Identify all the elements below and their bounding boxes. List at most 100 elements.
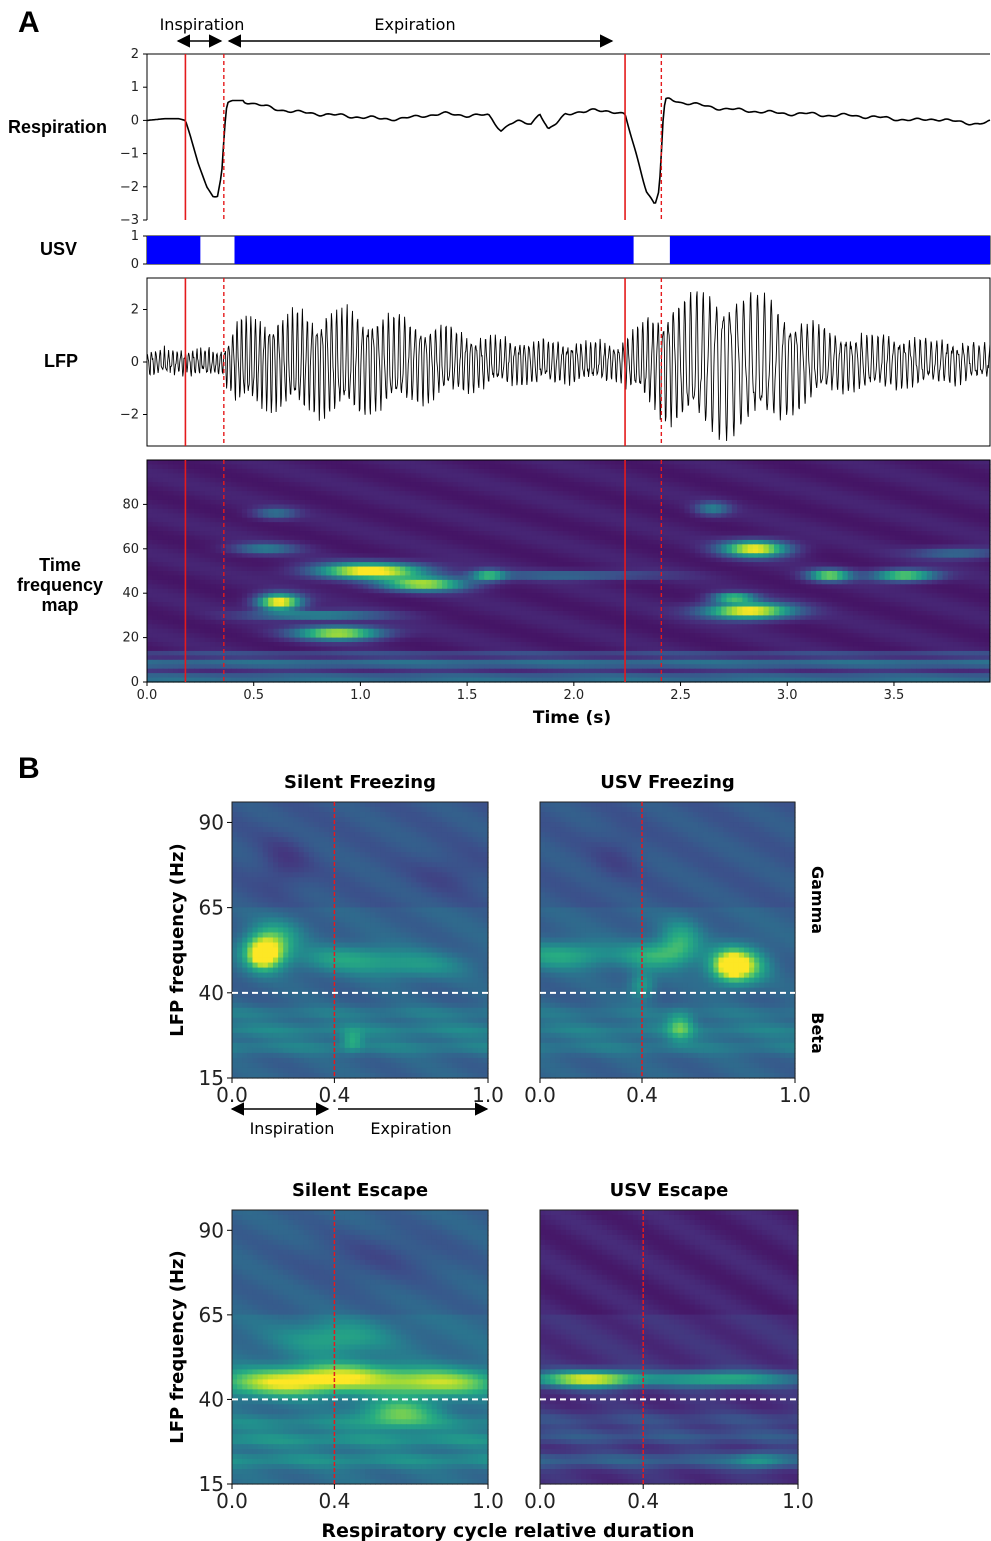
tf-cell [341,513,348,519]
tf-cell [531,468,538,474]
tf-cell [405,562,412,568]
tf-cell [568,526,575,532]
tf-cell [384,544,390,550]
tf-cell [594,526,601,532]
tf-cell [979,477,986,483]
tf-cell [979,535,986,541]
tf-cell [594,473,601,479]
tf-cell [668,473,675,479]
tf-cell [305,517,311,523]
tf-cell [363,499,369,505]
tf-cell [863,464,870,470]
tf-cell [795,473,801,479]
tf-cell [394,562,401,568]
tf-cell [600,468,606,474]
tf-cell [942,486,949,492]
tf-cell [326,482,333,488]
tf-cell [721,477,728,483]
tf-cell [879,526,886,532]
tf-cell [652,513,659,519]
tf-cell [389,553,396,559]
tf-cell [415,522,422,528]
tf-cell [868,584,875,590]
tf-cell [315,588,322,594]
tf-cell [821,477,828,483]
tf-cell [484,531,491,537]
tf-cell [716,513,722,519]
tf-cell [916,557,923,563]
tf-cell [347,468,354,474]
tf-cell [805,553,812,559]
tf-cell [447,593,454,599]
tf-cell [257,517,264,523]
tf-cell [895,482,902,488]
tf-cell [636,593,643,599]
tf-cell [594,593,601,599]
tf-cell [373,593,380,599]
tf-cell [178,584,185,590]
tf-cell [600,504,606,510]
tf-cell [900,491,907,497]
tf-cell [716,522,722,528]
tf-cell [636,482,643,488]
tf-cell [879,468,886,474]
tf-cell [494,579,501,585]
tf-cell [194,584,201,590]
tf-cell [315,526,322,532]
tf-cell [194,499,201,505]
tf-cell [895,588,902,594]
tf-cell [594,482,601,488]
tf-cell [668,468,675,474]
tf-cell [489,460,496,466]
tf-cell [963,460,970,466]
tf-cell [679,544,686,550]
tf-cell [210,508,217,514]
tf-cell [515,566,522,572]
tf-cell [605,473,612,479]
tf-cell [531,464,538,470]
tf-cell [679,588,686,594]
tf-cell [742,575,749,581]
tf-cell [168,539,174,545]
tf-cell [615,553,622,559]
tf-cell [247,579,253,585]
tf-cell [747,557,754,563]
tf-cell [305,575,311,581]
tf-cell [389,473,396,479]
tf-cell [457,539,464,545]
tf-cell [847,464,854,470]
tf-cell [679,566,686,572]
tf-cell [905,575,912,581]
tf-cell [463,535,469,541]
tf-cell [721,460,728,466]
tf-cell [710,460,717,466]
tf-cell [768,460,775,466]
tf-cell [347,526,354,532]
tf-cell [910,557,917,563]
tf-cell [326,562,333,568]
tf-cell [663,539,670,545]
tf-cell [810,513,817,519]
tf-cell [426,566,433,572]
tf-cell [615,468,622,474]
tf-cell [521,522,527,528]
tf-cell [547,526,554,532]
tf-cell [473,482,480,488]
tf-cell [384,535,390,541]
tf-cell [168,486,174,492]
tf-cell [905,544,912,550]
tf-cell [621,482,628,488]
tf-cell [916,473,923,479]
tf-cell [420,544,427,550]
tf-cell [805,544,812,550]
tf-cell [420,553,427,559]
tf-cell [731,491,738,497]
tf-cell [531,491,538,497]
tf-cell [231,548,238,554]
tf-cell [900,522,907,528]
tf-cell [231,584,238,590]
tf-cell [594,468,601,474]
tf-cell [705,548,712,554]
tf-cell [573,526,580,532]
tf-cell [399,553,406,559]
